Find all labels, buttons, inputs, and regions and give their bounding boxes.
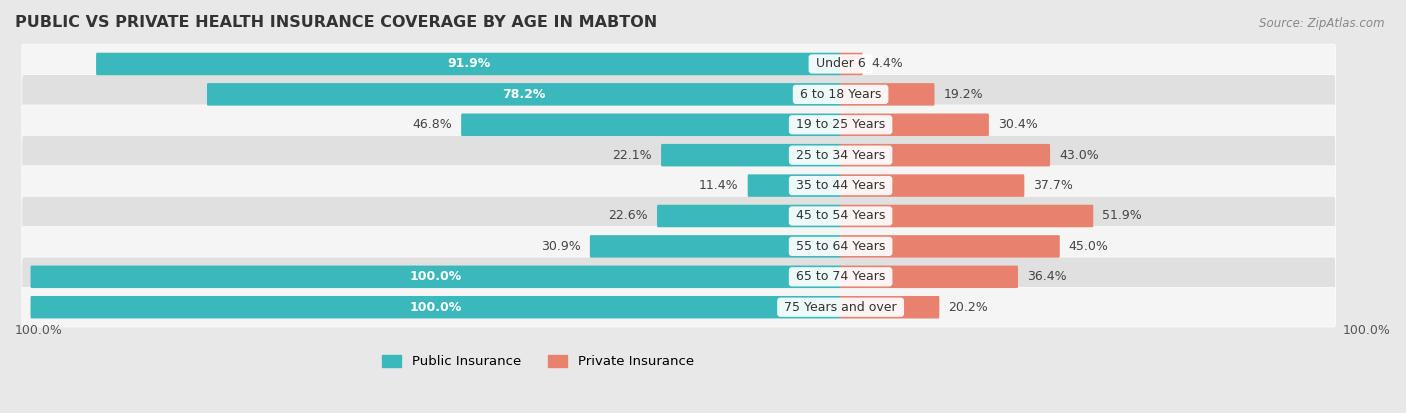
Text: 78.2%: 78.2% bbox=[502, 88, 546, 101]
Text: Under 6: Under 6 bbox=[811, 57, 869, 71]
FancyBboxPatch shape bbox=[22, 287, 1336, 327]
FancyBboxPatch shape bbox=[839, 266, 1018, 288]
Text: 19.2%: 19.2% bbox=[943, 88, 983, 101]
Text: 35 to 44 Years: 35 to 44 Years bbox=[792, 179, 889, 192]
FancyBboxPatch shape bbox=[839, 235, 1060, 258]
FancyBboxPatch shape bbox=[839, 114, 988, 136]
FancyBboxPatch shape bbox=[839, 205, 1094, 227]
Text: 25 to 34 Years: 25 to 34 Years bbox=[792, 149, 889, 161]
Text: 22.1%: 22.1% bbox=[613, 149, 652, 161]
FancyBboxPatch shape bbox=[661, 144, 841, 166]
FancyBboxPatch shape bbox=[31, 296, 841, 318]
FancyBboxPatch shape bbox=[839, 296, 939, 318]
Text: 75 Years and over: 75 Years and over bbox=[780, 301, 901, 314]
FancyBboxPatch shape bbox=[22, 44, 1336, 84]
Text: 22.6%: 22.6% bbox=[609, 209, 648, 223]
Text: 30.9%: 30.9% bbox=[541, 240, 581, 253]
Text: 37.7%: 37.7% bbox=[1033, 179, 1073, 192]
Text: 43.0%: 43.0% bbox=[1059, 149, 1099, 161]
Text: 11.4%: 11.4% bbox=[699, 179, 738, 192]
Text: 19 to 25 Years: 19 to 25 Years bbox=[792, 118, 889, 131]
FancyBboxPatch shape bbox=[22, 196, 1336, 236]
FancyBboxPatch shape bbox=[591, 235, 841, 258]
FancyBboxPatch shape bbox=[22, 135, 1336, 175]
Text: 46.8%: 46.8% bbox=[412, 118, 453, 131]
Text: 65 to 74 Years: 65 to 74 Years bbox=[792, 271, 889, 283]
Text: 45.0%: 45.0% bbox=[1069, 240, 1109, 253]
Text: 100.0%: 100.0% bbox=[409, 271, 463, 283]
FancyBboxPatch shape bbox=[207, 83, 841, 106]
Text: 45 to 54 Years: 45 to 54 Years bbox=[792, 209, 889, 223]
Legend: Public Insurance, Private Insurance: Public Insurance, Private Insurance bbox=[377, 350, 699, 374]
FancyBboxPatch shape bbox=[839, 144, 1050, 166]
Text: 36.4%: 36.4% bbox=[1028, 271, 1067, 283]
FancyBboxPatch shape bbox=[839, 83, 935, 106]
FancyBboxPatch shape bbox=[748, 174, 841, 197]
FancyBboxPatch shape bbox=[22, 75, 1336, 114]
FancyBboxPatch shape bbox=[839, 53, 863, 75]
Text: PUBLIC VS PRIVATE HEALTH INSURANCE COVERAGE BY AGE IN MABTON: PUBLIC VS PRIVATE HEALTH INSURANCE COVER… bbox=[15, 15, 657, 30]
Text: 30.4%: 30.4% bbox=[998, 118, 1038, 131]
Text: 20.2%: 20.2% bbox=[949, 301, 988, 314]
Text: 100.0%: 100.0% bbox=[15, 325, 63, 337]
Text: 55 to 64 Years: 55 to 64 Years bbox=[792, 240, 889, 253]
Text: 91.9%: 91.9% bbox=[447, 57, 491, 71]
Text: 100.0%: 100.0% bbox=[1343, 325, 1391, 337]
FancyBboxPatch shape bbox=[96, 53, 841, 75]
FancyBboxPatch shape bbox=[839, 174, 1025, 197]
Text: 6 to 18 Years: 6 to 18 Years bbox=[796, 88, 886, 101]
Text: 51.9%: 51.9% bbox=[1102, 209, 1142, 223]
FancyBboxPatch shape bbox=[461, 114, 841, 136]
FancyBboxPatch shape bbox=[22, 257, 1336, 297]
FancyBboxPatch shape bbox=[22, 227, 1336, 266]
FancyBboxPatch shape bbox=[31, 266, 841, 288]
Text: Source: ZipAtlas.com: Source: ZipAtlas.com bbox=[1260, 17, 1385, 29]
FancyBboxPatch shape bbox=[22, 105, 1336, 145]
FancyBboxPatch shape bbox=[657, 205, 841, 227]
Text: 4.4%: 4.4% bbox=[872, 57, 904, 71]
Text: 100.0%: 100.0% bbox=[409, 301, 463, 314]
FancyBboxPatch shape bbox=[22, 166, 1336, 205]
